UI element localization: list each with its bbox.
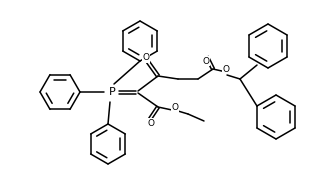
Text: O: O: [172, 104, 179, 112]
Text: O: O: [142, 53, 149, 63]
Text: P: P: [109, 87, 116, 97]
Text: O: O: [203, 57, 209, 66]
Text: O: O: [222, 64, 229, 74]
Text: O: O: [147, 119, 154, 128]
